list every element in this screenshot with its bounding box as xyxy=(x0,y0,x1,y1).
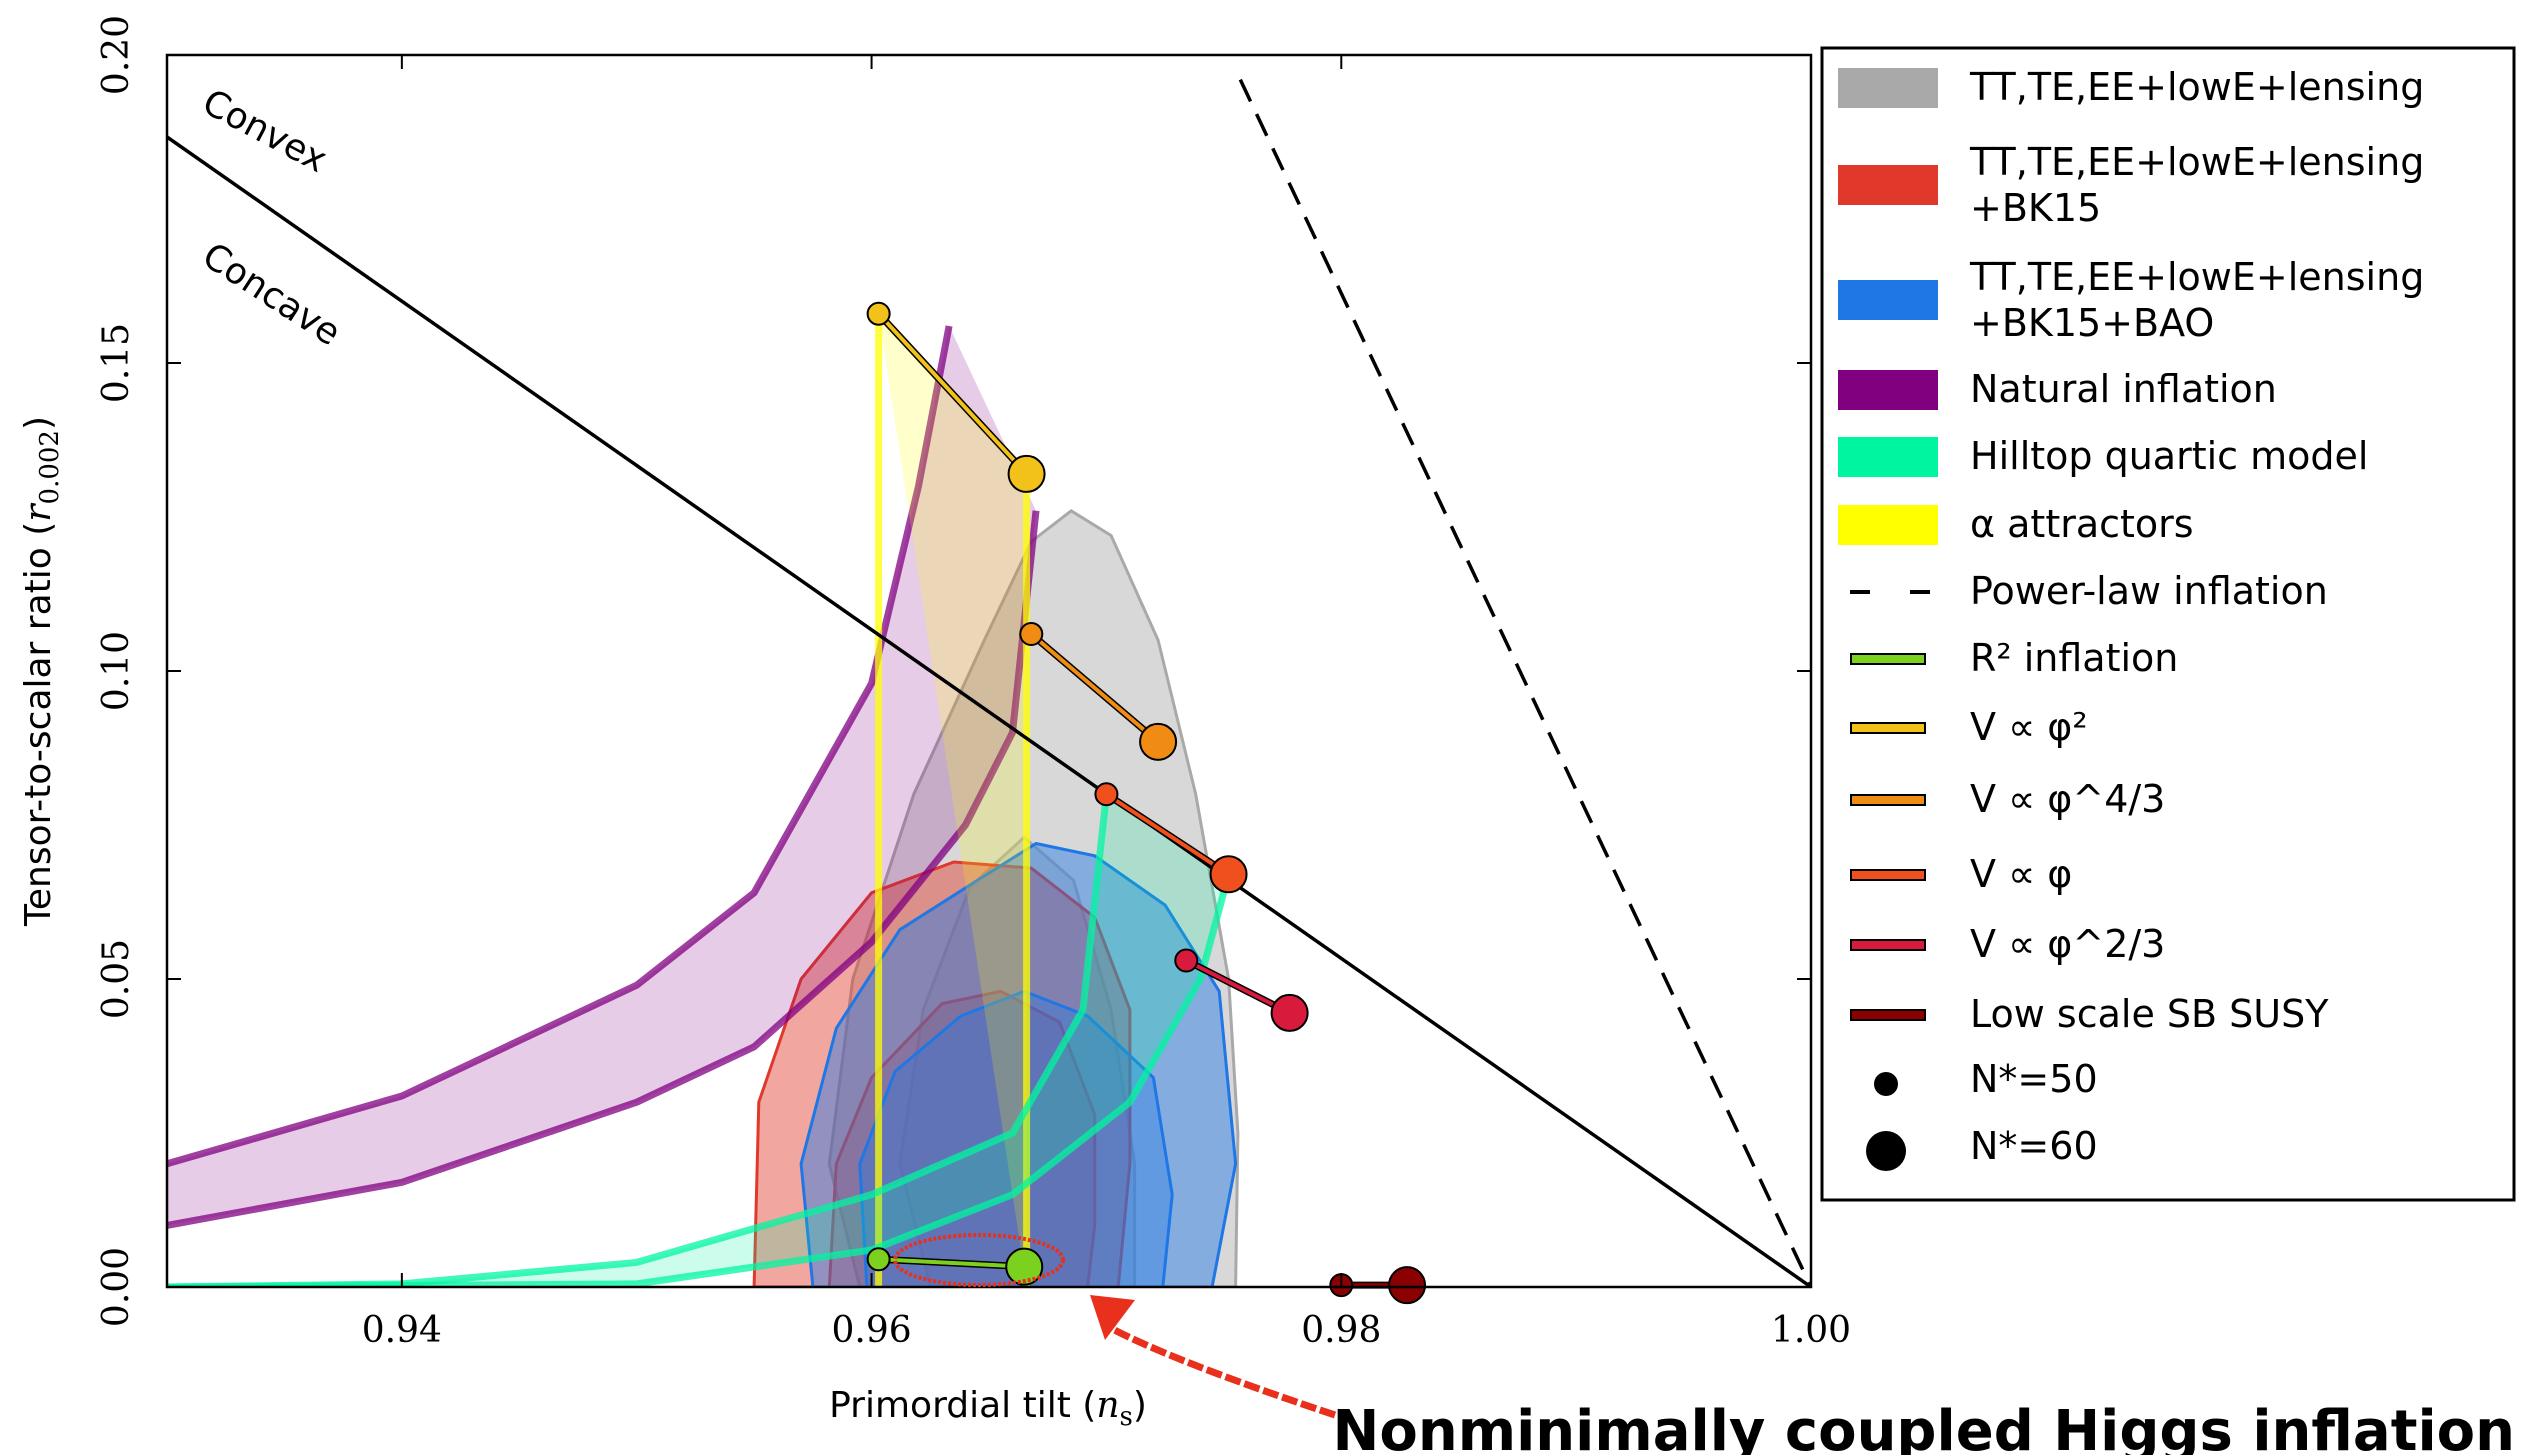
legend-label-v: V ∝ φ² xyxy=(1970,705,2088,749)
x-tick-label: 0.96 xyxy=(831,1310,911,1351)
legend-swatch-v-2-3 xyxy=(1850,939,1926,951)
point-n60-v xyxy=(1007,454,1046,493)
legend-swatch-attractors xyxy=(1838,505,1938,545)
legend-label-v-4-3: V ∝ φ^4/3 xyxy=(1970,777,2165,821)
series-line-v-4-3 xyxy=(1029,632,1160,744)
convex-label: Convex xyxy=(196,82,334,181)
legend-label-v: V ∝ φ xyxy=(1970,852,2072,896)
x-tick-label: 0.98 xyxy=(1301,1310,1381,1351)
y-axis-label: Tensor-to-scalar ratio (r0.002) xyxy=(18,416,65,927)
point-n50-r-inflation xyxy=(866,1247,891,1272)
point-n60-v-4-3 xyxy=(1139,722,1178,761)
point-n60-r-inflation xyxy=(1005,1247,1044,1286)
legend-swatch-r-inflation xyxy=(1850,653,1926,665)
legend-swatch-hilltop-quartic-model xyxy=(1838,437,1938,477)
band-fill-natural-inflation xyxy=(167,326,1036,1226)
legend-swatch-v xyxy=(1850,869,1926,881)
legend-label-n-60: N*=60 xyxy=(1970,1124,2098,1168)
legend-label-tt-te-ee-lowe-lensing-bk15: TT,TE,EE+lowE+lensing +BK15 xyxy=(1969,140,2424,230)
series-line-v xyxy=(1105,792,1230,876)
series-line-v xyxy=(877,312,1029,476)
band-fill-hilltop-quartic-model xyxy=(167,794,1229,1287)
legend-label-attractors: α attractors xyxy=(1970,502,2194,546)
series-line-v-2-3 xyxy=(1185,958,1291,1015)
higgs-arrow xyxy=(1090,1295,1337,1419)
point-n50-v-4-3 xyxy=(1019,622,1044,647)
point-n50-v xyxy=(1094,782,1119,807)
series-line-r-inflation xyxy=(878,1257,1025,1269)
legend-label-v-2-3: V ∝ φ^2/3 xyxy=(1970,922,2165,966)
ref-line-convex-concave-boundary xyxy=(167,135,1811,1287)
legend-label-tt-te-ee-lowe-lensing: TT,TE,EE+lowE+lensing xyxy=(1969,65,2424,109)
legend-swatch-natural-inflation xyxy=(1838,370,1938,410)
y-tick-label: 0.10 xyxy=(96,631,137,711)
legend-label-n-50: N*=50 xyxy=(1970,1057,2098,1101)
ref-line-power-law-inflation xyxy=(1238,78,1811,1287)
legend-label-low-scale-sb-susy: Low scale SB SUSY xyxy=(1970,992,2329,1036)
legend-swatch-tt-te-ee-lowe-lensing-bk15 xyxy=(1838,165,1938,205)
legend-swatch-n50-dot xyxy=(1874,1072,1898,1096)
legend-swatch-tt-te-ee-lowe-lensing-bk15-bao xyxy=(1838,280,1938,320)
legend-swatch-v-4-3 xyxy=(1850,794,1926,806)
point-n50-v xyxy=(866,301,891,326)
higgs-highlight-ellipse xyxy=(893,1233,1065,1287)
y-tick-label: 0.00 xyxy=(96,1247,137,1327)
legend-swatch-n60-dot xyxy=(1866,1131,1906,1171)
y-tick-label: 0.20 xyxy=(96,15,137,95)
point-n60-v-2-3 xyxy=(1270,993,1309,1032)
legend-swatch-tt-te-ee-lowe-lensing xyxy=(1838,68,1938,108)
legend-label-hilltop-quartic-model: Hilltop quartic model xyxy=(1970,434,2368,478)
legend-label-r-inflation: R² inflation xyxy=(1970,636,2178,680)
legend-swatch-low-scale-sb-susy xyxy=(1850,1009,1926,1021)
point-n50-v-2-3 xyxy=(1174,948,1199,973)
point-n60-low-scale-sb-susy xyxy=(1388,1266,1427,1305)
band-fill-attractors xyxy=(878,313,1027,1287)
x-axis-label: Primordial tilt (ns) xyxy=(829,1385,1147,1432)
legend-swatch-v xyxy=(1850,722,1926,734)
band-edge-lower-hilltop-quartic-model xyxy=(167,873,1232,1287)
y-tick-label: 0.05 xyxy=(96,939,137,1019)
concave-label: Concave xyxy=(195,235,348,354)
legend-label-power-law-inflation: Power-law inflation xyxy=(1970,569,2328,613)
y-tick-label: 0.15 xyxy=(96,323,137,403)
band-edge-lower-natural-inflation xyxy=(167,510,1040,1229)
x-tick-label: 0.94 xyxy=(362,1310,442,1351)
legend-label-tt-te-ee-lowe-lensing-bk15-bao: TT,TE,EE+lowE+lensing +BK15+BAO xyxy=(1969,255,2424,345)
x-tick-label: 1.00 xyxy=(1771,1310,1851,1351)
legend-label-natural-inflation: Natural inflation xyxy=(1970,367,2277,411)
band-edge-upper-natural-inflation xyxy=(167,325,953,1168)
higgs-annotation: Nonminimally coupled Higgs inflation xyxy=(1333,1399,2515,1455)
point-n60-v xyxy=(1209,855,1248,894)
contour-inner-tt-te-ee-lowe-lensing xyxy=(898,835,1137,1287)
legend-box xyxy=(1820,46,2516,1202)
